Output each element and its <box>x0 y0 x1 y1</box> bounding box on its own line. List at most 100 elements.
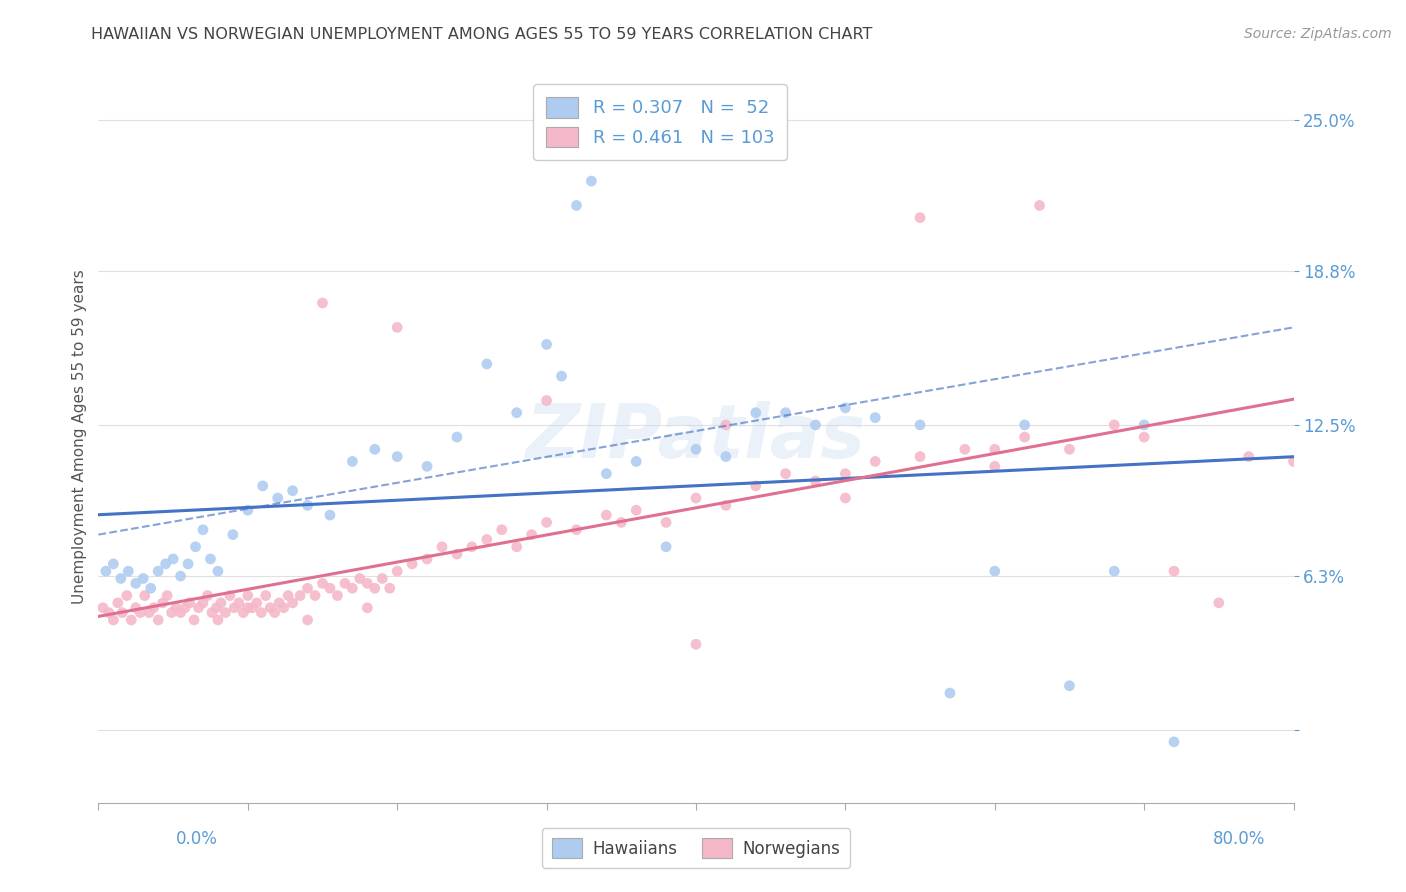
Point <box>311 576 333 591</box>
Y-axis label: Unemployment Among Ages 55 to 59 years: Unemployment Among Ages 55 to 59 years <box>72 269 87 605</box>
Point <box>214 606 236 620</box>
Point <box>187 600 209 615</box>
Point <box>908 417 931 432</box>
Point <box>745 406 768 420</box>
Point <box>416 552 439 566</box>
Point <box>1163 735 1185 749</box>
Point <box>297 613 319 627</box>
Point <box>97 606 120 620</box>
Point <box>205 600 228 615</box>
Point <box>1104 417 1126 432</box>
Point <box>191 523 214 537</box>
Point <box>385 564 409 578</box>
Point <box>536 337 558 351</box>
Point <box>319 581 342 595</box>
Point <box>385 450 409 464</box>
Point <box>908 450 931 464</box>
Point <box>197 589 219 603</box>
Point <box>139 581 162 595</box>
Text: 80.0%: 80.0% <box>1213 830 1265 847</box>
Point <box>775 467 797 481</box>
Point <box>129 606 152 620</box>
Point <box>775 406 797 420</box>
Point <box>745 479 768 493</box>
Point <box>224 600 246 615</box>
Point <box>200 552 222 566</box>
Point <box>475 533 498 547</box>
Point <box>191 596 214 610</box>
Point <box>236 600 259 615</box>
Point <box>1028 198 1050 212</box>
Point <box>1133 417 1156 432</box>
Point <box>1282 454 1305 468</box>
Point <box>536 516 558 530</box>
Point <box>834 401 856 415</box>
Point <box>232 606 254 620</box>
Point <box>1059 679 1081 693</box>
Point <box>333 576 356 591</box>
Point <box>174 600 197 615</box>
Point <box>246 596 269 610</box>
Point <box>263 606 285 620</box>
Point <box>155 557 177 571</box>
Point <box>219 589 242 603</box>
Point <box>626 454 648 468</box>
Point <box>107 596 129 610</box>
Point <box>446 547 468 561</box>
Point <box>240 600 263 615</box>
Point <box>111 606 134 620</box>
Point <box>356 600 378 615</box>
Point <box>984 459 1007 474</box>
Point <box>984 564 1007 578</box>
Point <box>655 516 678 530</box>
Text: 0.0%: 0.0% <box>176 830 218 847</box>
Point <box>356 576 378 591</box>
Point <box>1237 450 1260 464</box>
Point <box>125 600 148 615</box>
Point <box>520 527 543 541</box>
Point <box>311 296 333 310</box>
Point <box>655 540 678 554</box>
Point <box>162 552 184 566</box>
Point <box>342 581 364 595</box>
Point <box>288 589 311 603</box>
Point <box>236 589 259 603</box>
Point <box>804 417 827 432</box>
Point <box>550 369 572 384</box>
Point <box>222 527 245 541</box>
Point <box>626 503 648 517</box>
Point <box>685 491 707 505</box>
Point <box>179 596 201 610</box>
Point <box>254 589 277 603</box>
Point <box>165 600 187 615</box>
Point <box>152 596 174 610</box>
Point <box>252 479 274 493</box>
Point <box>475 357 498 371</box>
Point <box>416 459 439 474</box>
Point <box>371 572 394 586</box>
Text: Source: ZipAtlas.com: Source: ZipAtlas.com <box>1244 27 1392 41</box>
Point <box>834 491 856 505</box>
Point <box>259 600 281 615</box>
Point <box>865 410 887 425</box>
Point <box>714 450 737 464</box>
Point <box>506 540 529 554</box>
Point <box>378 581 401 595</box>
Point <box>319 508 342 522</box>
Legend: Hawaiians, Norwegians: Hawaiians, Norwegians <box>543 829 849 868</box>
Point <box>142 600 165 615</box>
Point <box>714 499 737 513</box>
Point <box>269 596 291 610</box>
Point <box>132 572 155 586</box>
Point <box>297 581 319 595</box>
Point <box>103 557 125 571</box>
Point <box>834 467 856 481</box>
Point <box>491 523 513 537</box>
Point <box>342 454 364 468</box>
Point <box>160 606 183 620</box>
Point <box>207 613 229 627</box>
Point <box>169 606 191 620</box>
Point <box>595 508 617 522</box>
Point <box>939 686 962 700</box>
Point <box>581 174 603 188</box>
